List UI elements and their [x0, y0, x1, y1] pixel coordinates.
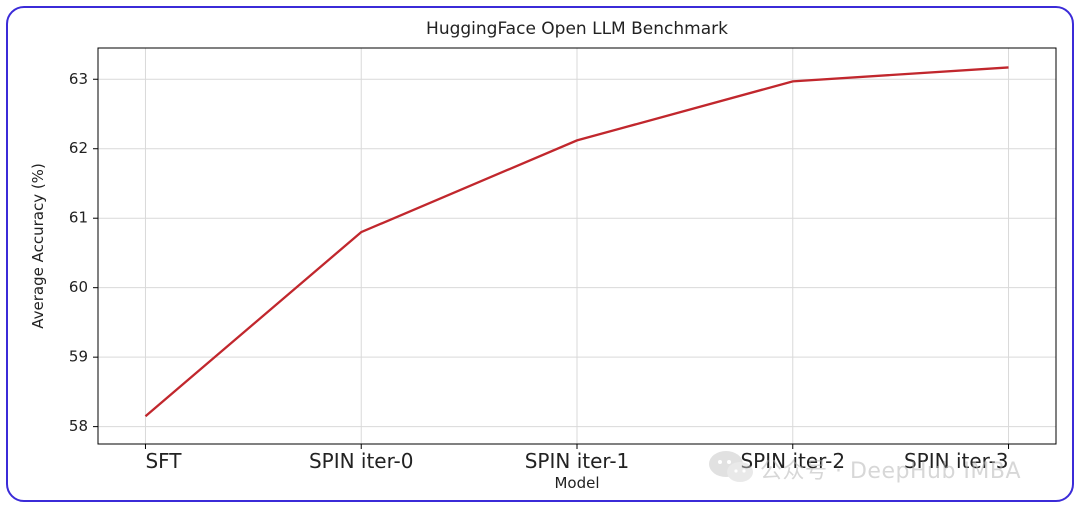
x-axis-title: Model [554, 474, 599, 492]
chart-title: HuggingFace Open LLM Benchmark [426, 19, 728, 39]
watermark-text: 公众号 · DeepHub IMBA [760, 459, 1021, 484]
y-tick-label: 62 [69, 139, 88, 157]
y-tick-label: 59 [69, 348, 88, 366]
y-tick-label: 58 [69, 417, 88, 435]
benchmark-line-chart: 585960616263SFTSPIN iter-0SPIN iter-1SPI… [8, 8, 1074, 502]
x-tick-label: SFT [145, 449, 182, 473]
y-tick-label: 60 [69, 278, 88, 296]
chart-card: 585960616263SFTSPIN iter-0SPIN iter-1SPI… [6, 6, 1074, 502]
x-tick-label: SPIN iter-1 [525, 449, 630, 473]
y-axis: 58 59 60 61 62 63 [69, 70, 98, 435]
y-tick-label: 63 [69, 70, 88, 88]
x-tick-label: SPIN iter-0 [309, 449, 414, 473]
y-axis-title: Average Accuracy (%) [29, 163, 47, 329]
y-tick-label: 61 [69, 209, 88, 227]
